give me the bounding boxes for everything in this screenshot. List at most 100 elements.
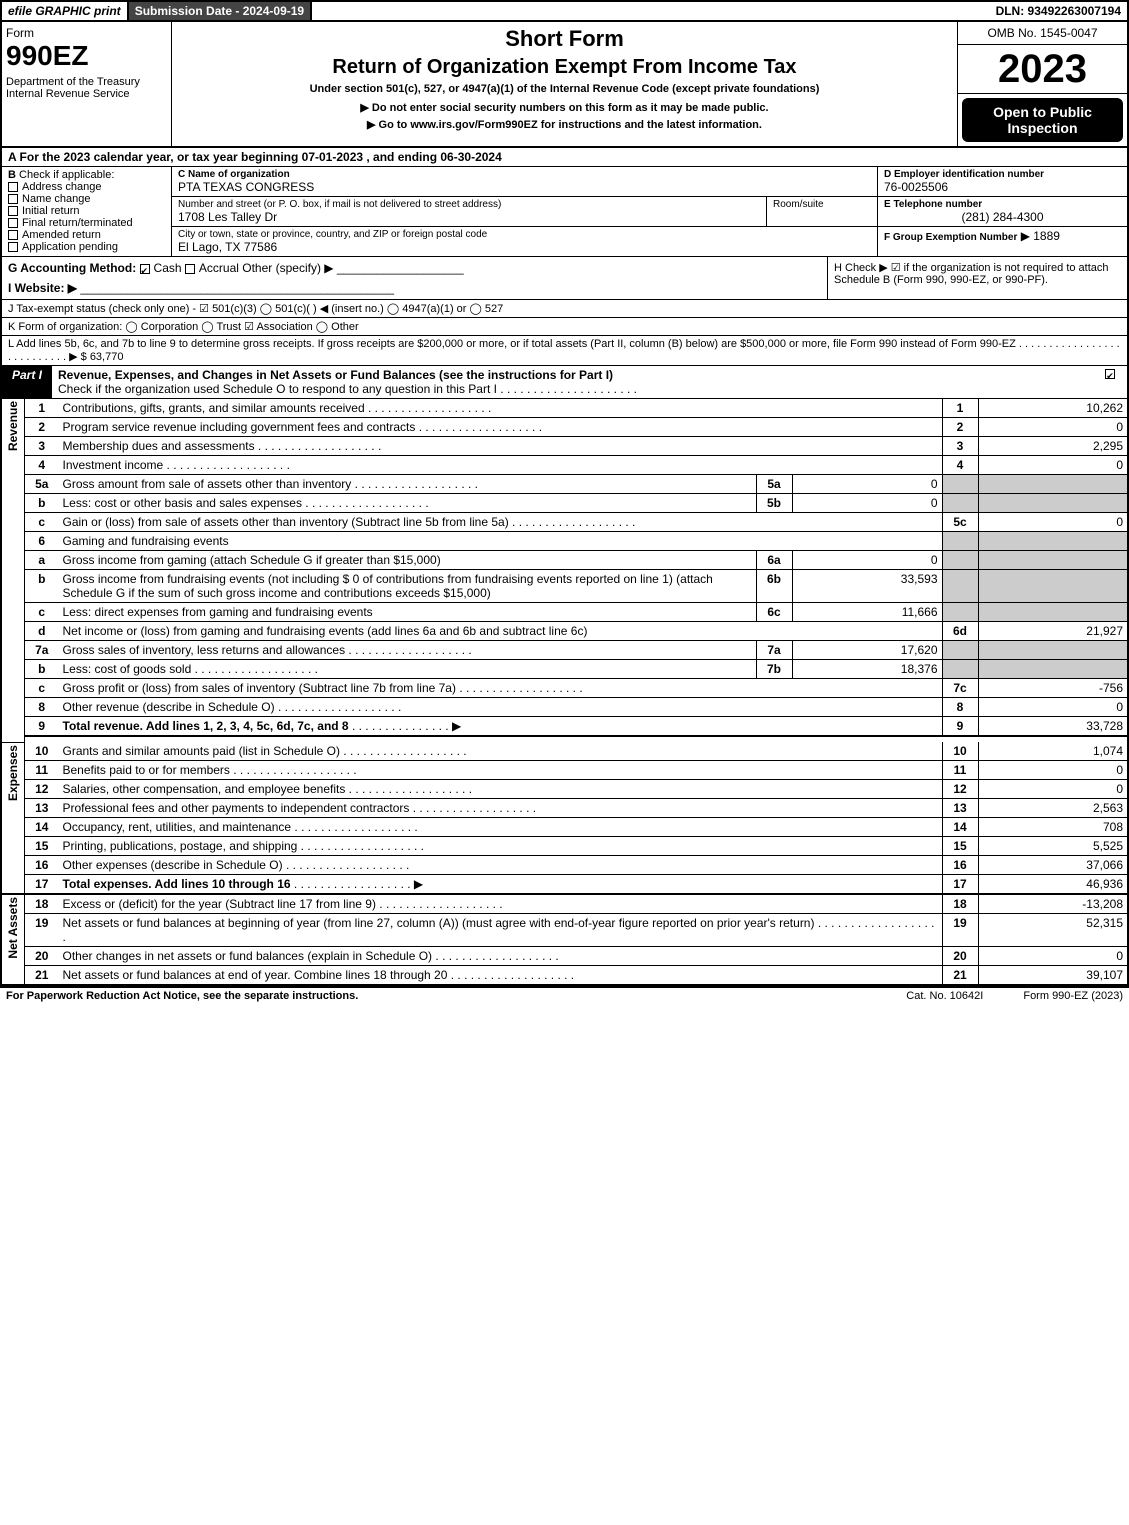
part1-schedule-o-checkbox[interactable] [1105, 369, 1115, 379]
l21-val: 39,107 [978, 966, 1128, 986]
l16-desc: Other expenses (describe in Schedule O) [63, 858, 410, 872]
l15-desc: Printing, publications, postage, and shi… [63, 839, 425, 853]
room-suite-label: Room/suite [767, 197, 877, 226]
l6a-sub: 6a [756, 551, 792, 570]
l5a-num: 5a [25, 475, 59, 494]
l7b-sub: 7b [756, 660, 792, 679]
l6c-num: c [25, 603, 59, 622]
l19-val: 52,315 [978, 914, 1128, 947]
l6b-num: b [25, 570, 59, 603]
header-center: Short Form Return of Organization Exempt… [172, 22, 957, 146]
header-right: OMB No. 1545-0047 2023 Open to Public In… [957, 22, 1127, 146]
dln-label: DLN: 93492263007194 [990, 2, 1127, 20]
l6a-num: a [25, 551, 59, 570]
l17-val: 46,936 [978, 875, 1128, 895]
topbar-spacer [312, 2, 989, 20]
f-label: F Group Exemption Number [884, 232, 1017, 243]
l7b-desc: Less: cost of goods sold [63, 662, 318, 676]
row-l: L Add lines 5b, 6c, and 7b to line 9 to … [0, 336, 1129, 366]
under-section-text: Under section 501(c), 527, or 4947(a)(1)… [176, 83, 953, 95]
l2-desc: Program service revenue including govern… [63, 420, 543, 434]
l3-ln: 3 [942, 437, 978, 456]
checkbox-name-change[interactable] [8, 194, 18, 204]
l7a-num: 7a [25, 641, 59, 660]
l13-desc: Professional fees and other payments to … [63, 801, 537, 815]
l11-num: 11 [25, 761, 59, 780]
l5c-val: 0 [978, 513, 1128, 532]
checkbox-initial-return[interactable] [8, 206, 18, 216]
addr-label: Number and street (or P. O. box, if mail… [178, 199, 760, 210]
l9-ln: 9 [942, 717, 978, 737]
open-to-public-badge: Open to Public Inspection [962, 98, 1123, 142]
l10-desc: Grants and similar amounts paid (list in… [63, 744, 467, 758]
l14-desc: Occupancy, rent, utilities, and maintena… [63, 820, 418, 834]
l9-val: 33,728 [978, 717, 1128, 737]
l21-desc: Net assets or fund balances at end of ye… [63, 968, 575, 982]
l3-num: 3 [25, 437, 59, 456]
part1-title: Revenue, Expenses, and Changes in Net As… [52, 366, 1097, 398]
ein: 76-0025506 [884, 180, 1121, 194]
g-other: Other (specify) ▶ [242, 261, 333, 275]
l20-desc: Other changes in net assets or fund bala… [63, 949, 559, 963]
checkbox-amended-return[interactable] [8, 230, 18, 240]
l7c-desc: Gross profit or (loss) from sales of inv… [63, 681, 583, 695]
b-check-if: Check if applicable: [19, 169, 114, 181]
checkbox-application-pending[interactable] [8, 242, 18, 252]
e-label: E Telephone number [884, 199, 1121, 210]
l1-val: 10,262 [978, 399, 1128, 418]
l18-ln: 18 [942, 894, 978, 914]
short-form-title: Short Form [176, 26, 953, 52]
l5b-sub: 5b [756, 494, 792, 513]
checkbox-accrual[interactable] [185, 264, 195, 274]
l18-val: -13,208 [978, 894, 1128, 914]
b-item-1: Name change [22, 193, 91, 205]
city-label: City or town, state or province, country… [178, 229, 871, 240]
part1-lines-table: Revenue 1 Contributions, gifts, grants, … [0, 399, 1129, 986]
l6b-sub: 6b [756, 570, 792, 603]
tax-year: 2023 [958, 45, 1127, 94]
submission-date: Submission Date - 2024-09-19 [129, 2, 312, 20]
g-cash: Cash [154, 261, 182, 275]
l6d-ln: 6d [942, 622, 978, 641]
l5b-subval: 0 [792, 494, 942, 513]
h-check: H Check ▶ ☑ if the organization is not r… [827, 257, 1127, 299]
l7c-num: c [25, 679, 59, 698]
row-k: K Form of organization: ◯ Corporation ◯ … [0, 318, 1129, 336]
l16-num: 16 [25, 856, 59, 875]
checkbox-cash[interactable] [140, 264, 150, 274]
l12-val: 0 [978, 780, 1128, 799]
row-gh: G Accounting Method: Cash Accrual Other … [0, 257, 1129, 300]
l6d-desc: Net income or (loss) from gaming and fun… [59, 622, 943, 641]
l8-val: 0 [978, 698, 1128, 717]
l5a-subval: 0 [792, 475, 942, 494]
l17-ln: 17 [942, 875, 978, 895]
header-left: Form 990EZ Department of the Treasury In… [2, 22, 172, 146]
l20-ln: 20 [942, 947, 978, 966]
l7a-sub: 7a [756, 641, 792, 660]
l16-ln: 16 [942, 856, 978, 875]
l7b-num: b [25, 660, 59, 679]
l6b-desc: Gross income from fundraising events (no… [59, 570, 757, 603]
form-number: 990EZ [6, 40, 167, 72]
form-header: Form 990EZ Department of the Treasury In… [0, 22, 1129, 148]
footer-catno: Cat. No. 10642I [906, 990, 983, 1002]
l18-num: 18 [25, 894, 59, 914]
omb-number: OMB No. 1545-0047 [958, 22, 1127, 45]
l15-ln: 15 [942, 837, 978, 856]
telephone: (281) 284-4300 [884, 210, 1121, 224]
l16-val: 37,066 [978, 856, 1128, 875]
checkbox-final-return[interactable] [8, 218, 18, 228]
goto-link[interactable]: ▶ Go to www.irs.gov/Form990EZ for instru… [176, 118, 953, 131]
l4-desc: Investment income [63, 458, 290, 472]
section-c: C Name of organization PTA TEXAS CONGRES… [172, 167, 877, 256]
dept-label: Department of the Treasury Internal Reve… [6, 76, 167, 100]
efile-label: efile GRAPHIC print [2, 2, 129, 20]
l8-ln: 8 [942, 698, 978, 717]
l5b-num: b [25, 494, 59, 513]
l2-ln: 2 [942, 418, 978, 437]
l13-ln: 13 [942, 799, 978, 818]
side-netassets: Net Assets [1, 894, 25, 985]
street-address: 1708 Les Talley Dr [178, 210, 760, 224]
checkbox-address-change[interactable] [8, 182, 18, 192]
l20-num: 20 [25, 947, 59, 966]
